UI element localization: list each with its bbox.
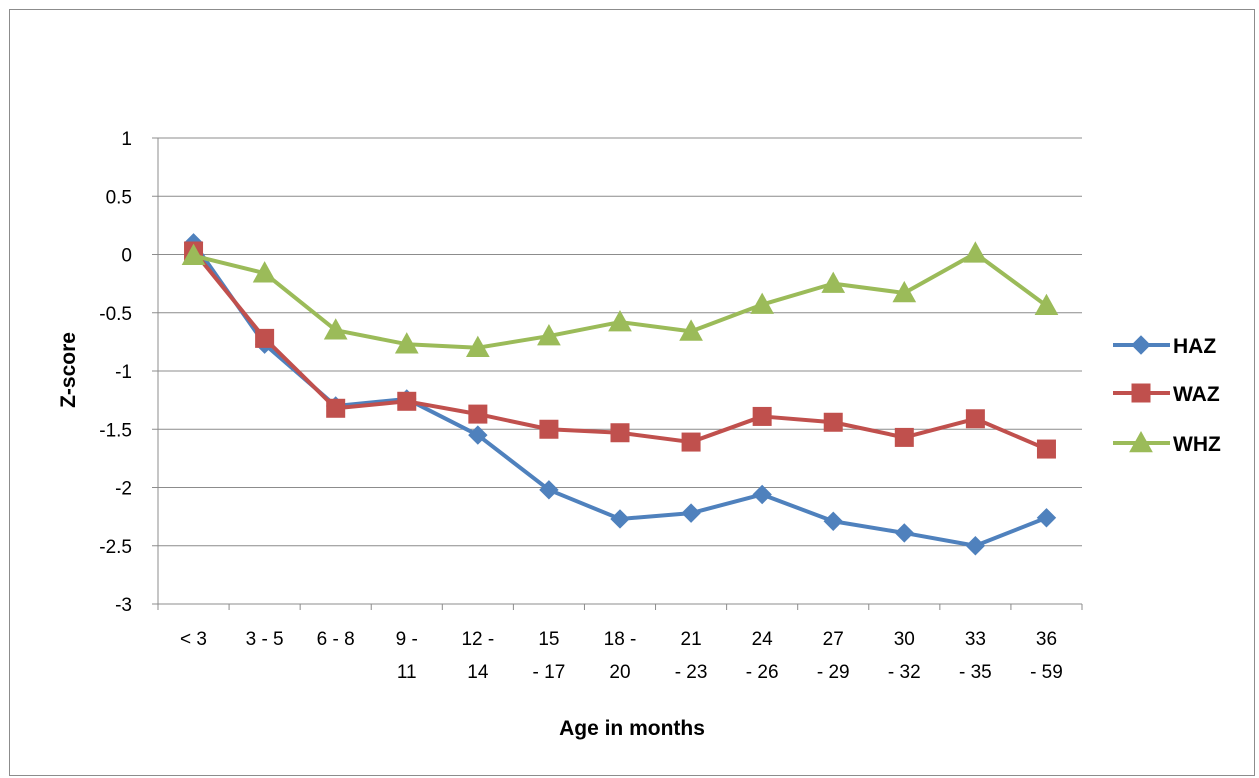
data-point-whz bbox=[750, 292, 775, 314]
data-point-whz bbox=[963, 241, 988, 263]
data-point-waz bbox=[681, 432, 701, 452]
data-point-whz bbox=[892, 280, 917, 303]
data-point-waz bbox=[823, 412, 843, 432]
data-point-whz bbox=[1034, 293, 1059, 316]
data-point-whz bbox=[821, 271, 846, 293]
x-tick-label: 24- 26 bbox=[746, 629, 779, 683]
data-point-haz bbox=[894, 523, 915, 543]
y-axis-title: Z-score bbox=[57, 332, 80, 408]
x-tick-label: 12 -14 bbox=[461, 629, 494, 683]
data-point-haz bbox=[468, 425, 488, 445]
y-tick-labels: 1 0.5 0 -0.5 -1 -1.5 -2 -2.5 -3 bbox=[99, 129, 132, 616]
legend-item-waz: WAZ bbox=[1113, 383, 1220, 406]
y-tick-label: -2.5 bbox=[99, 537, 132, 558]
data-point-whz bbox=[465, 335, 490, 357]
x-tick-label: 6 - 8 bbox=[317, 629, 355, 650]
gridlines bbox=[158, 137, 1082, 547]
data-point-haz bbox=[823, 511, 843, 531]
x-tick-label: 30- 32 bbox=[888, 629, 921, 683]
series-line-waz bbox=[191, 249, 1048, 451]
y-tick-label: -2 bbox=[115, 479, 132, 500]
data-point-waz bbox=[752, 406, 772, 426]
data-point-whz bbox=[181, 243, 206, 265]
data-point-whz bbox=[679, 319, 703, 341]
x-tick-label: 36- 59 bbox=[1030, 629, 1063, 683]
series-lines bbox=[181, 233, 1059, 556]
y-tick-label: 0 bbox=[121, 246, 132, 267]
legend-item-haz: HAZ bbox=[1113, 335, 1216, 358]
x-axis-title: Age in months bbox=[559, 717, 705, 740]
data-point-waz bbox=[539, 419, 559, 439]
data-point-haz bbox=[610, 509, 630, 529]
data-point-haz bbox=[681, 503, 701, 523]
series-line-whz bbox=[193, 251, 1048, 350]
series-whz bbox=[181, 241, 1059, 357]
x-tick-label: 9 -11 bbox=[396, 629, 418, 683]
legend-marker-haz bbox=[1131, 335, 1151, 355]
y-tick-label: -1 bbox=[115, 362, 132, 383]
x-tick-label: 33- 35 bbox=[959, 629, 992, 683]
chart-frame bbox=[9, 9, 1255, 776]
legend: HAZ WAZ WHZ bbox=[1113, 335, 1221, 456]
legend-label-whz: WHZ bbox=[1173, 433, 1221, 456]
data-point-waz bbox=[1036, 439, 1056, 459]
y-tick-label: -0.5 bbox=[99, 304, 132, 325]
data-point-haz bbox=[539, 480, 559, 500]
data-point-haz bbox=[965, 536, 986, 556]
y-tick-label: 1 bbox=[121, 129, 132, 150]
y-tick-label: 0.5 bbox=[106, 187, 132, 208]
data-point-waz bbox=[255, 328, 275, 348]
data-point-haz bbox=[752, 484, 772, 505]
legend-item-whz: WHZ bbox=[1113, 430, 1221, 456]
legend-label-waz: WAZ bbox=[1173, 383, 1220, 406]
x-tick-label: 27- 29 bbox=[817, 629, 850, 683]
data-point-waz bbox=[965, 409, 985, 429]
x-tick-label: 18 -20 bbox=[604, 629, 637, 683]
data-point-whz bbox=[394, 332, 419, 354]
y-tick-label: -1.5 bbox=[99, 420, 132, 441]
axes bbox=[152, 137, 1083, 610]
legend-marker-whz bbox=[1129, 430, 1153, 453]
data-point-waz bbox=[894, 427, 914, 447]
y-tick-label: -3 bbox=[115, 595, 132, 616]
x-tick-label: 3 - 5 bbox=[246, 629, 284, 650]
data-point-whz bbox=[252, 261, 277, 283]
data-point-waz bbox=[397, 391, 417, 411]
x-tick-labels: < 3 3 - 5 6 - 8 9 -11 12 -14 15- 17 18 -20 21- … bbox=[180, 629, 1063, 683]
data-point-waz bbox=[610, 423, 630, 443]
series-waz bbox=[184, 241, 1056, 459]
data-point-waz bbox=[468, 404, 488, 424]
data-point-whz bbox=[608, 310, 632, 332]
x-tick-label: 21- 23 bbox=[675, 629, 708, 683]
data-point-whz bbox=[537, 324, 561, 346]
data-point-haz bbox=[1036, 508, 1057, 528]
data-point-waz bbox=[326, 398, 346, 418]
legend-label-haz: HAZ bbox=[1173, 335, 1216, 358]
data-point-whz bbox=[323, 318, 348, 340]
x-tick-label: 15- 17 bbox=[533, 629, 566, 683]
legend-marker-waz bbox=[1131, 383, 1151, 403]
x-tick-label: < 3 bbox=[180, 629, 207, 650]
